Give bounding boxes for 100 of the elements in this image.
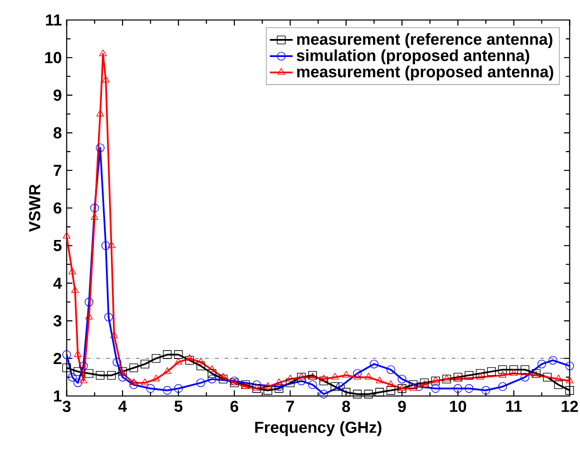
point — [353, 372, 362, 380]
point — [196, 378, 206, 388]
y-tick-label: 8 — [54, 127, 62, 138]
point — [84, 298, 94, 306]
point — [185, 356, 194, 365]
point — [74, 367, 82, 376]
point — [110, 332, 118, 338]
point — [319, 376, 328, 386]
y-tick-label: 7 — [54, 164, 62, 176]
point — [331, 372, 339, 380]
x-tick-label: 9 — [398, 400, 406, 412]
point — [509, 365, 518, 374]
y-tick-label: 1 — [54, 390, 62, 402]
y-tick-label: 2 — [54, 352, 62, 364]
point — [208, 365, 216, 372]
point — [79, 362, 88, 370]
point — [342, 370, 350, 378]
y-tick-label: 9 — [54, 90, 62, 101]
point — [162, 386, 172, 395]
point — [330, 382, 340, 391]
x-tick-label: 8 — [342, 400, 350, 412]
point — [352, 390, 362, 398]
point — [520, 365, 530, 374]
point — [352, 369, 362, 378]
point — [71, 286, 79, 294]
point — [162, 350, 172, 359]
x-tick-label: 5 — [174, 400, 182, 412]
point — [364, 390, 373, 398]
point — [498, 370, 506, 378]
point — [107, 370, 116, 380]
point — [208, 374, 216, 384]
point — [186, 354, 194, 361]
point — [96, 144, 105, 152]
point — [364, 372, 372, 380]
point — [464, 384, 474, 393]
point — [68, 268, 76, 274]
point — [174, 384, 183, 393]
point — [554, 374, 562, 382]
point — [414, 382, 424, 391]
point — [498, 382, 507, 391]
legend-label: measurement (reference antenna) — [297, 33, 552, 48]
point — [376, 376, 384, 384]
y-axis-title: VSWR — [29, 184, 40, 232]
point — [370, 360, 378, 368]
point — [197, 358, 205, 364]
point — [102, 76, 110, 82]
point — [62, 350, 71, 359]
y-tick-label: 11 — [46, 14, 62, 26]
x-tick-label: 6 — [230, 400, 238, 412]
point — [129, 380, 138, 390]
point — [336, 382, 345, 391]
point — [152, 354, 160, 363]
point — [74, 350, 82, 357]
point — [264, 382, 272, 389]
point — [90, 213, 98, 220]
point — [520, 372, 530, 382]
point — [130, 378, 138, 386]
point — [101, 241, 110, 250]
point — [482, 386, 490, 395]
legend-label: measurement (proposed antenna) — [297, 66, 554, 81]
point — [96, 370, 105, 380]
point — [218, 374, 228, 384]
point — [548, 356, 558, 365]
point — [297, 376, 306, 386]
point — [308, 380, 317, 390]
y-tick-label: 3 — [53, 315, 62, 326]
point — [386, 386, 396, 395]
point — [408, 380, 418, 390]
y-tick-label: 10 — [45, 52, 62, 64]
point — [386, 365, 396, 374]
point — [320, 374, 328, 382]
point — [319, 390, 328, 398]
point — [510, 369, 518, 376]
point — [108, 241, 116, 248]
y-tick-label: 5 — [54, 240, 62, 252]
x-tick-label: 7 — [286, 400, 294, 412]
point — [146, 384, 155, 393]
point — [208, 369, 216, 378]
point — [566, 376, 574, 384]
point — [141, 378, 149, 386]
point — [476, 369, 485, 378]
point — [542, 372, 552, 382]
x-tick-label: 12 — [562, 400, 578, 412]
point — [152, 374, 160, 382]
point — [68, 372, 77, 382]
point — [476, 372, 484, 380]
point — [387, 380, 395, 388]
point — [62, 363, 71, 372]
point — [454, 384, 462, 393]
point — [264, 386, 272, 395]
point — [84, 369, 94, 378]
point — [174, 358, 182, 364]
point — [219, 372, 227, 380]
x-axis-title: Frequency (GHz) — [255, 421, 382, 436]
point — [163, 367, 172, 374]
point — [104, 312, 113, 322]
point — [498, 365, 507, 374]
x-tick-label: 10 — [450, 400, 466, 412]
y-tick-label: 4 — [53, 278, 62, 289]
y-tick-label: 6 — [54, 202, 62, 214]
